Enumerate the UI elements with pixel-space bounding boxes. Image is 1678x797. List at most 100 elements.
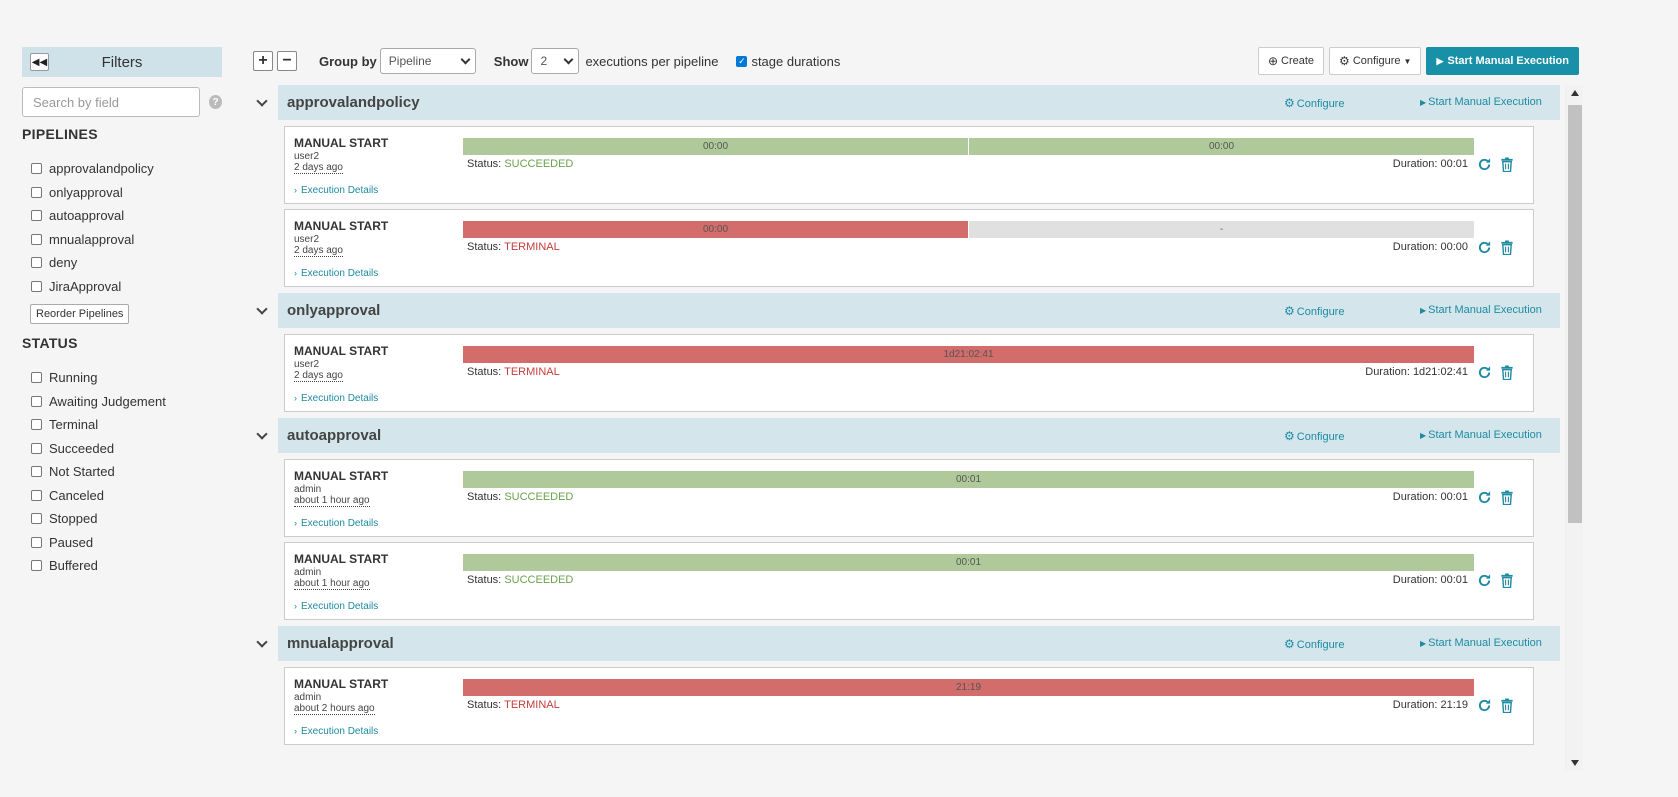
- trash-icon[interactable]: [1500, 365, 1514, 381]
- configure-pipeline-link[interactable]: ⚙ Configure: [1284, 304, 1420, 318]
- trash-icon[interactable]: [1500, 573, 1514, 589]
- stage-segment[interactable]: -: [969, 221, 1474, 238]
- status-filter-checkbox[interactable]: [31, 442, 42, 454]
- show-count-select[interactable]: 2: [531, 48, 580, 74]
- execution-details-link[interactable]: › Execution Details: [294, 185, 378, 196]
- pipeline-filter-checkbox[interactable]: [31, 233, 42, 245]
- trash-icon[interactable]: [1500, 698, 1514, 714]
- redo-icon[interactable]: [1477, 573, 1492, 588]
- pipeline-filter-item[interactable]: mnualapproval: [22, 228, 222, 252]
- start-manual-execution-link[interactable]: ▶ Start Manual Execution: [1420, 637, 1560, 651]
- status-filter-checkbox[interactable]: [31, 419, 42, 431]
- execution-details-link[interactable]: › Execution Details: [294, 726, 378, 737]
- stage-bar[interactable]: 00:01: [463, 471, 1474, 488]
- pipeline-group-header[interactable]: onlyapproval ⚙ Configure ▶ Start Manual Exec…: [256, 293, 1560, 328]
- scroll-down-arrow-icon[interactable]: [1571, 760, 1579, 766]
- status-filter-item[interactable]: Terminal: [22, 413, 222, 437]
- pipeline-filter-item[interactable]: autoapproval: [22, 204, 222, 228]
- stage-segment[interactable]: 00:01: [463, 554, 1474, 571]
- play-icon: ▶: [1436, 55, 1444, 66]
- stage-bar[interactable]: 21:19: [463, 679, 1474, 696]
- stage-segment[interactable]: 1d21:02:41: [463, 346, 1474, 363]
- configure-pipeline-link[interactable]: ⚙ Configure: [1284, 96, 1420, 110]
- group-by-select[interactable]: Pipeline: [379, 48, 476, 74]
- execution-details-link[interactable]: › Execution Details: [294, 268, 378, 279]
- configure-dropdown-button[interactable]: ⚙ Configure ▼: [1329, 47, 1422, 75]
- redo-icon[interactable]: [1477, 157, 1492, 172]
- redo-icon[interactable]: [1477, 698, 1492, 713]
- status-filter-checkbox[interactable]: [31, 395, 42, 407]
- scrollbar[interactable]: [1565, 85, 1583, 771]
- create-label: Create: [1281, 55, 1315, 67]
- stage-segment[interactable]: 00:00: [463, 138, 968, 155]
- stage-bar[interactable]: 1d21:02:41: [463, 346, 1474, 363]
- collapse-filters-button[interactable]: ◀◀: [30, 53, 49, 71]
- status-filter-checkbox[interactable]: [31, 536, 42, 548]
- redo-icon[interactable]: [1477, 490, 1492, 505]
- status-filter-item[interactable]: Stopped: [22, 507, 222, 531]
- execution-details-link[interactable]: › Execution Details: [294, 601, 378, 612]
- chevron-down-icon[interactable]: [256, 95, 268, 107]
- cog-icon: ⚙: [1339, 54, 1350, 68]
- status-filter-checkbox[interactable]: [31, 489, 42, 501]
- redo-icon[interactable]: [1477, 240, 1492, 255]
- status-filter-label: Stopped: [49, 511, 98, 527]
- trash-icon[interactable]: [1500, 240, 1514, 256]
- execution-details-label: Execution Details: [301, 726, 379, 737]
- trash-icon[interactable]: [1500, 490, 1514, 506]
- status-filter-checkbox[interactable]: [31, 372, 42, 384]
- chevron-down-icon[interactable]: [256, 303, 268, 315]
- stage-segment[interactable]: 00:00: [463, 221, 968, 238]
- chevron-down-icon[interactable]: [256, 636, 268, 648]
- scrollbar-thumb[interactable]: [1568, 105, 1582, 523]
- expand-all-button[interactable]: +: [253, 51, 273, 71]
- execution-details-link[interactable]: › Execution Details: [294, 518, 378, 529]
- stage-bar[interactable]: 00:00-: [463, 221, 1474, 238]
- search-input[interactable]: [22, 87, 200, 117]
- collapse-all-button[interactable]: −: [277, 51, 297, 71]
- pipeline-group-header[interactable]: approvalandpolicy ⚙ Configure ▶ Start Manual…: [256, 85, 1560, 120]
- pipeline-group-header[interactable]: mnualapproval ⚙ Configure ▶ Start Manual Exe…: [256, 626, 1560, 661]
- pipeline-filter-item[interactable]: onlyapproval: [22, 181, 222, 205]
- stage-bar[interactable]: 00:01: [463, 554, 1474, 571]
- configure-pipeline-link[interactable]: ⚙ Configure: [1284, 637, 1420, 651]
- pipeline-filter-item[interactable]: JiraApproval: [22, 275, 222, 299]
- stage-segment[interactable]: 21:19: [463, 679, 1474, 696]
- trash-icon[interactable]: [1500, 157, 1514, 173]
- pipeline-filter-label: autoapproval: [49, 208, 125, 224]
- stage-bar[interactable]: 00:00 00:00: [463, 138, 1474, 155]
- pipeline-filter-checkbox[interactable]: [31, 186, 42, 198]
- execution-details-link[interactable]: › Execution Details: [294, 393, 378, 404]
- pipeline-filter-item[interactable]: approvalandpolicy: [22, 157, 222, 181]
- status-filter-checkbox[interactable]: [31, 560, 42, 572]
- stage-segment[interactable]: 00:00: [969, 138, 1474, 155]
- start-manual-execution-link[interactable]: ▶ Start Manual Execution: [1420, 304, 1560, 318]
- status-filter-checkbox[interactable]: [31, 466, 42, 478]
- status-filter-item[interactable]: Awaiting Judgement: [22, 390, 222, 414]
- redo-icon[interactable]: [1477, 365, 1492, 380]
- pipeline-group-header[interactable]: autoapproval ⚙ Configure ▶ Start Manual Exec…: [256, 418, 1560, 453]
- scroll-up-arrow-icon[interactable]: [1571, 90, 1579, 96]
- pipeline-filter-item[interactable]: deny: [22, 251, 222, 275]
- reorder-pipelines-button[interactable]: Reorder Pipelines: [30, 304, 130, 324]
- status-filter-item[interactable]: Succeeded: [22, 437, 222, 461]
- status-filter-checkbox[interactable]: [31, 513, 42, 525]
- status-filter-item[interactable]: Running: [22, 366, 222, 390]
- pipeline-filter-checkbox[interactable]: [31, 257, 42, 269]
- start-manual-execution-link[interactable]: ▶ Start Manual Execution: [1420, 429, 1560, 443]
- stage-durations-checkbox[interactable]: ✓: [736, 55, 748, 67]
- chevron-down-icon[interactable]: [256, 428, 268, 440]
- configure-pipeline-link[interactable]: ⚙ Configure: [1284, 429, 1420, 443]
- pipeline-filter-checkbox[interactable]: [31, 210, 42, 222]
- status-filter-item[interactable]: Not Started: [22, 460, 222, 484]
- status-filter-item[interactable]: Paused: [22, 531, 222, 555]
- pipeline-filter-checkbox[interactable]: [31, 280, 42, 292]
- question-circle-icon[interactable]: ?: [209, 95, 222, 109]
- stage-segment[interactable]: 00:01: [463, 471, 1474, 488]
- create-button[interactable]: ⊕ Create: [1257, 47, 1325, 75]
- pipeline-filter-checkbox[interactable]: [31, 163, 42, 175]
- status-filter-item[interactable]: Buffered: [22, 554, 222, 578]
- status-filter-item[interactable]: Canceled: [22, 484, 222, 508]
- start-manual-execution-link[interactable]: ▶ Start Manual Execution: [1420, 96, 1560, 110]
- start-manual-execution-button[interactable]: ▶ Start Manual Execution: [1426, 47, 1579, 75]
